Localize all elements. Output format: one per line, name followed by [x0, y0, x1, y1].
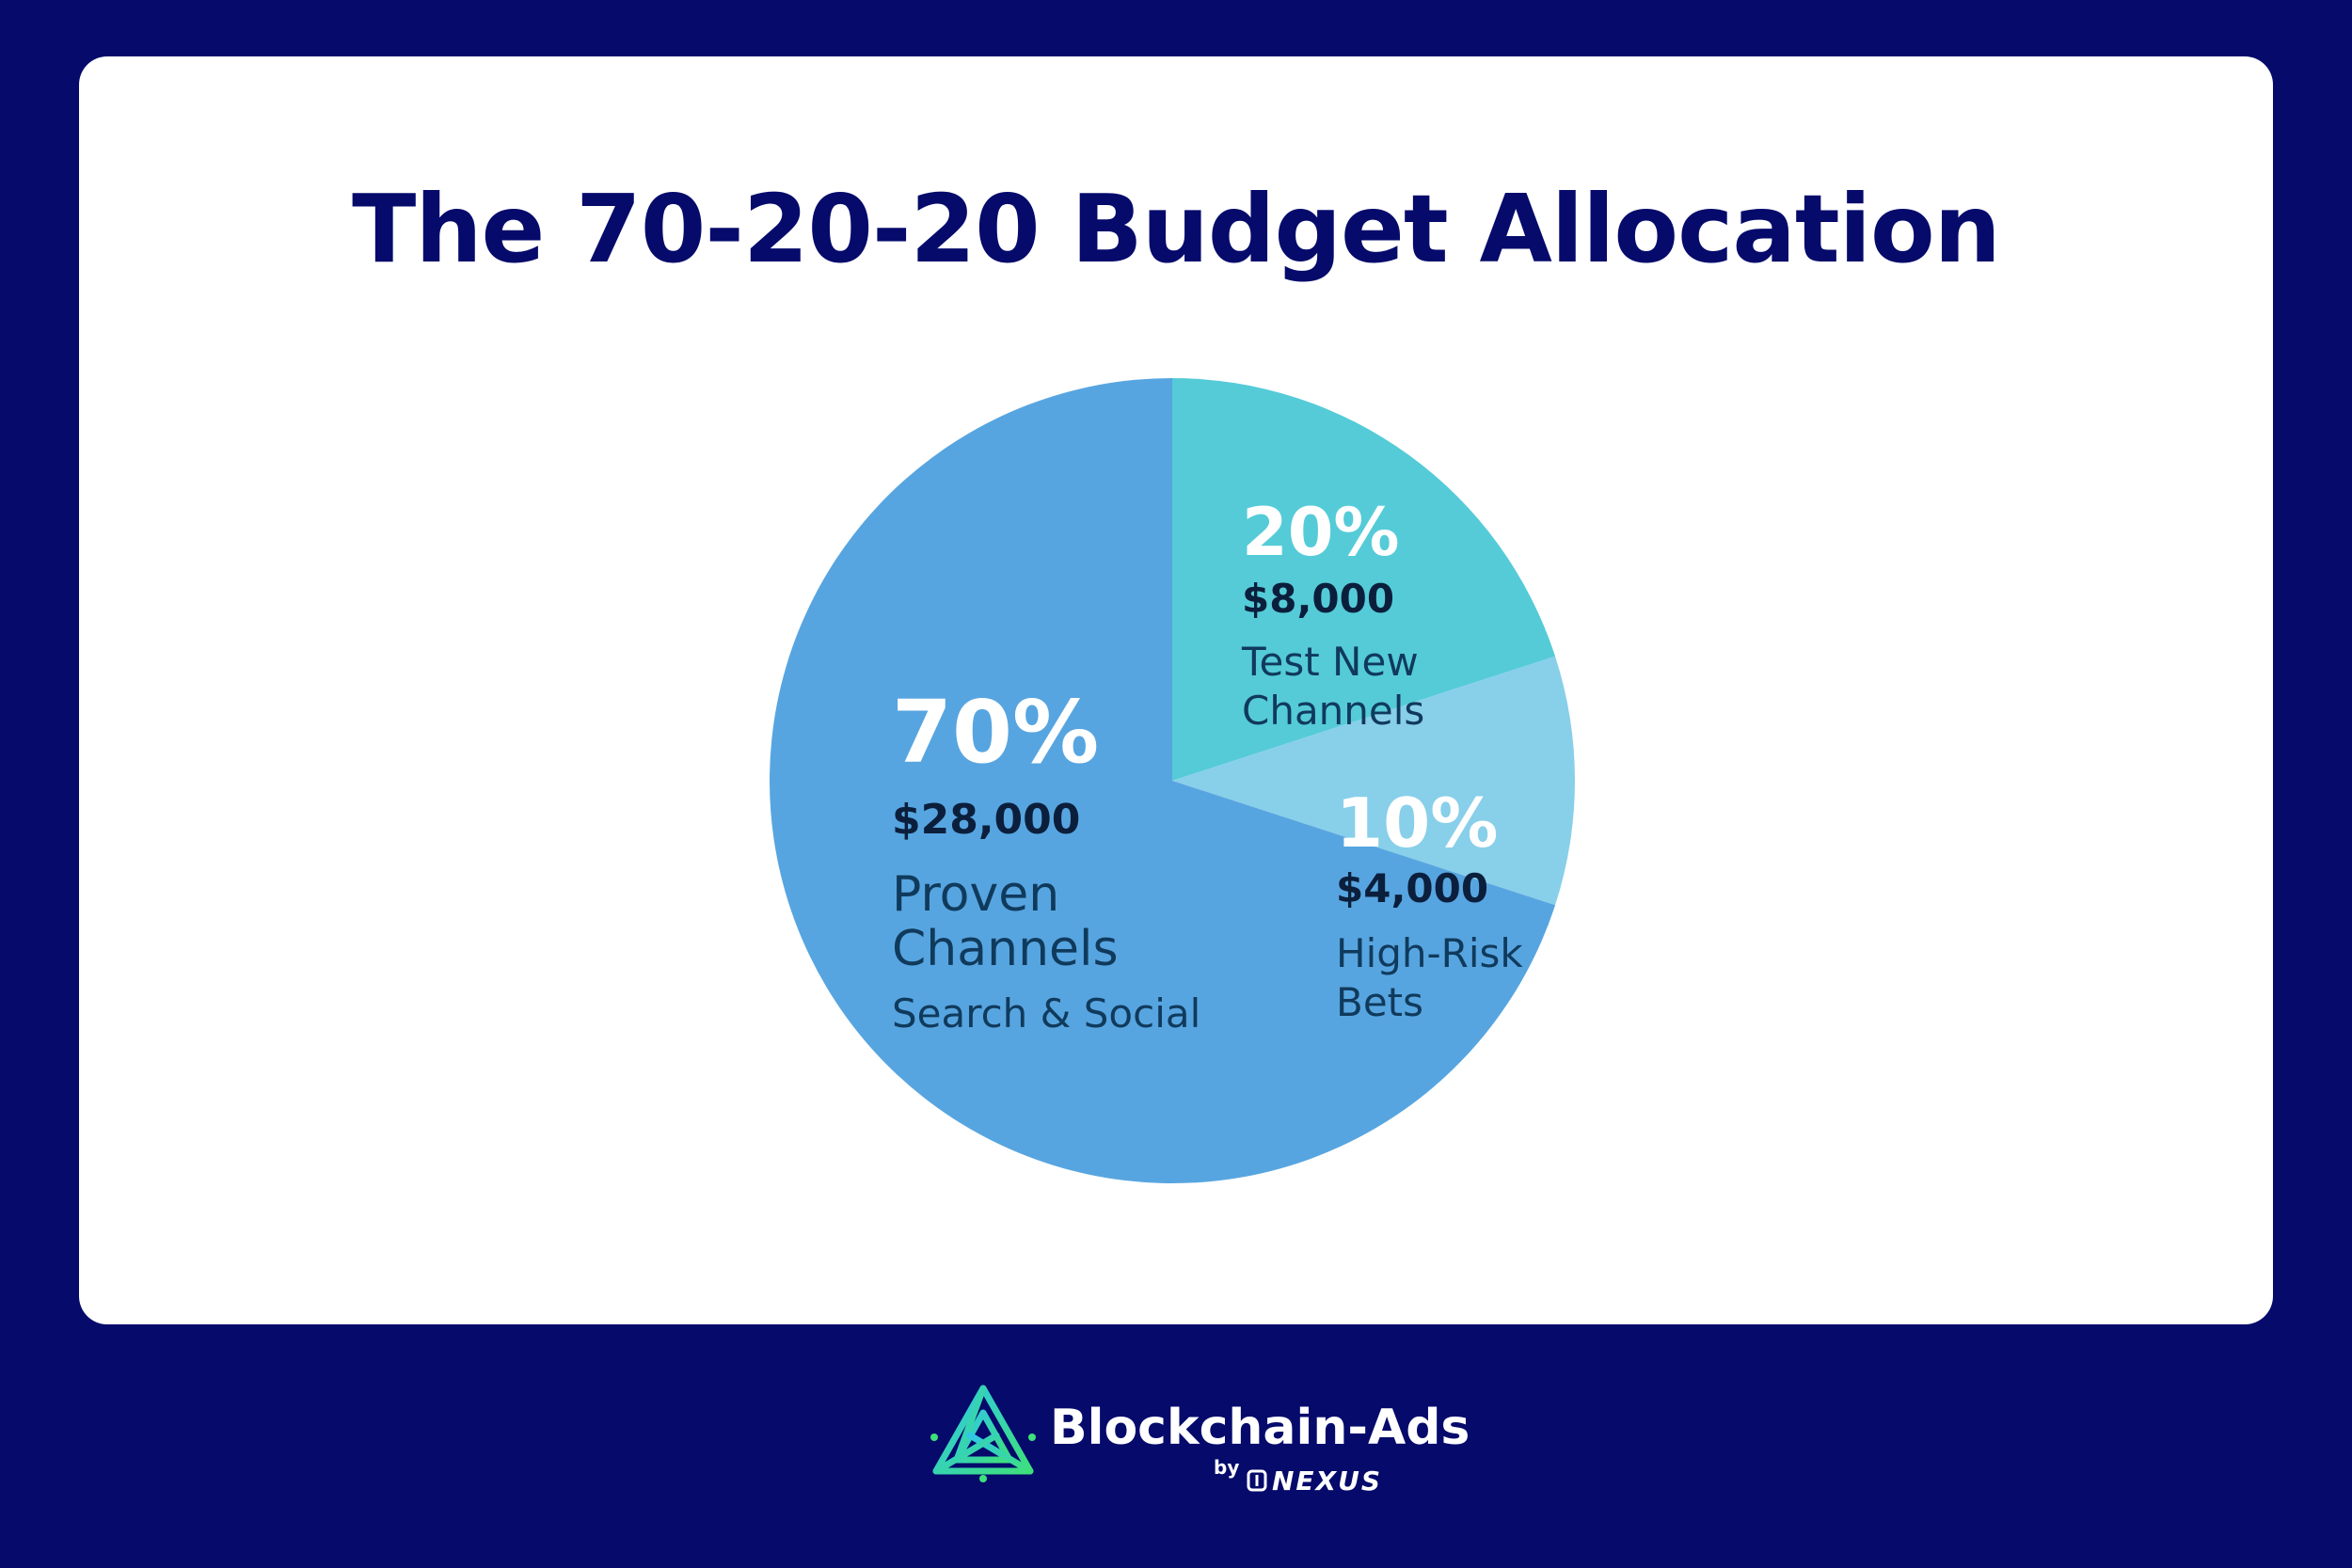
slice-70-sublabel: Search & Social	[892, 990, 1201, 1037]
slice-10-label: High-Risk Bets	[1336, 929, 1523, 1027]
slice-20-label-line-1: Test New	[1242, 639, 1419, 685]
slice-20-label: Test New Channels	[1242, 638, 1424, 736]
slice-10-label-line-2: Bets	[1336, 979, 1424, 1025]
slice-70-label-line-1: Proven	[892, 866, 1060, 923]
triangle-knot-logo-icon	[930, 1385, 1036, 1482]
slice-20-percent: 20%	[1242, 494, 1400, 571]
nexus-logo-icon	[1247, 1469, 1267, 1492]
slice-70-label-line-2: Channels	[892, 921, 1119, 977]
pie-slice-70	[769, 378, 1556, 1183]
slice-70-amount: $28,000	[892, 796, 1081, 844]
slice-20-label-line-2: Channels	[1242, 688, 1425, 734]
brand-by: by	[1214, 1456, 1240, 1479]
slice-10-percent: 10%	[1336, 784, 1499, 863]
partner-name: NEXUS	[1272, 1465, 1383, 1497]
slice-10-amount: $4,000	[1336, 865, 1489, 911]
slice-70-percent: 70%	[892, 682, 1100, 783]
slice-20-amount: $8,000	[1242, 576, 1395, 622]
brand-name: Blockchain-Ads	[1050, 1400, 1470, 1456]
chart-title: The 70-20-20 Budget Allocation	[352, 174, 2001, 284]
slice-70-label: Proven Channels	[892, 867, 1119, 976]
pie-slice-10	[1172, 656, 1575, 906]
pie-slice-20	[1172, 378, 1556, 781]
slice-10-label-line-1: High-Risk	[1336, 930, 1523, 976]
